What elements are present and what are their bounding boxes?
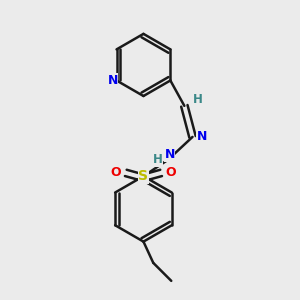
Text: S: S: [139, 169, 148, 183]
Text: N: N: [107, 74, 118, 87]
Text: O: O: [166, 167, 176, 179]
Text: O: O: [111, 167, 121, 179]
Text: N: N: [164, 148, 175, 161]
Text: N: N: [196, 130, 207, 143]
Text: H: H: [193, 93, 202, 106]
Text: H: H: [153, 153, 163, 166]
